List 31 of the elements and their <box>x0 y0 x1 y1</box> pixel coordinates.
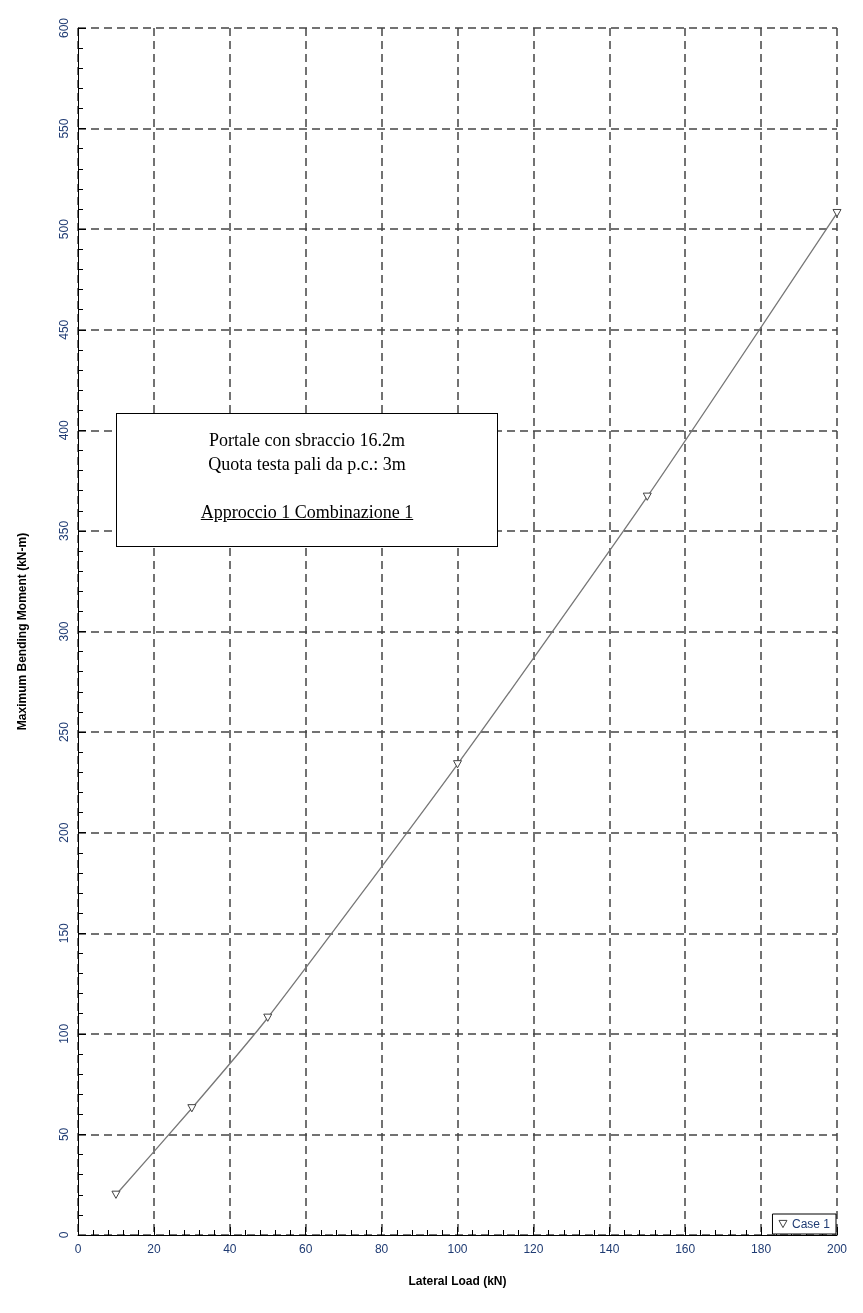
annotation: Quota testa pali da p.c.: 3m <box>207 453 407 476</box>
legend-label: Case 1 <box>791 1217 831 1231</box>
x-tick-label: 120 <box>523 1242 544 1256</box>
y-tick-label: 600 <box>57 17 71 39</box>
note-box: Portale con sbraccio 16.2m Quota testa pali da p.c.: 3m Approccio 1 Combinazione 1 <box>116 413 498 547</box>
y-tick-label: 100 <box>57 1023 71 1044</box>
y-tick-label: 0 <box>57 1231 71 1239</box>
x-tick-label: 100 <box>447 1242 468 1256</box>
y-tick-label: 550 <box>57 118 71 139</box>
x-tick-label: 80 <box>374 1242 389 1256</box>
y-axis-title: Maximum Bending Moment (kN-m) <box>15 532 29 731</box>
x-tick-label: 200 <box>826 1242 848 1256</box>
x-tick-label: 20 <box>147 1242 161 1256</box>
y-tick-label: 50 <box>57 1127 71 1142</box>
x-tick-label: 160 <box>675 1242 696 1256</box>
x-tick-label: 40 <box>223 1242 237 1256</box>
x-tick-label: 0 <box>74 1242 82 1256</box>
annotation: Approccio 1 Combinazione 1 <box>199 501 415 524</box>
y-tick-label: 300 <box>57 621 71 642</box>
y-tick-label: 450 <box>57 319 71 340</box>
x-tick-label: 140 <box>599 1242 620 1256</box>
y-tick-label: 250 <box>57 721 71 743</box>
annotation: Portale con sbraccio 16.2m <box>208 429 406 452</box>
y-tick-label: 200 <box>57 822 71 843</box>
x-tick-label: 60 <box>299 1242 313 1256</box>
y-tick-label: 400 <box>57 420 71 441</box>
x-tick-label: 180 <box>751 1242 772 1256</box>
y-tick-label: 500 <box>57 218 71 240</box>
y-tick-label: 150 <box>57 922 71 944</box>
x-axis-title: Lateral Load (kN) <box>408 1274 507 1288</box>
y-tick-label: 350 <box>57 520 71 541</box>
